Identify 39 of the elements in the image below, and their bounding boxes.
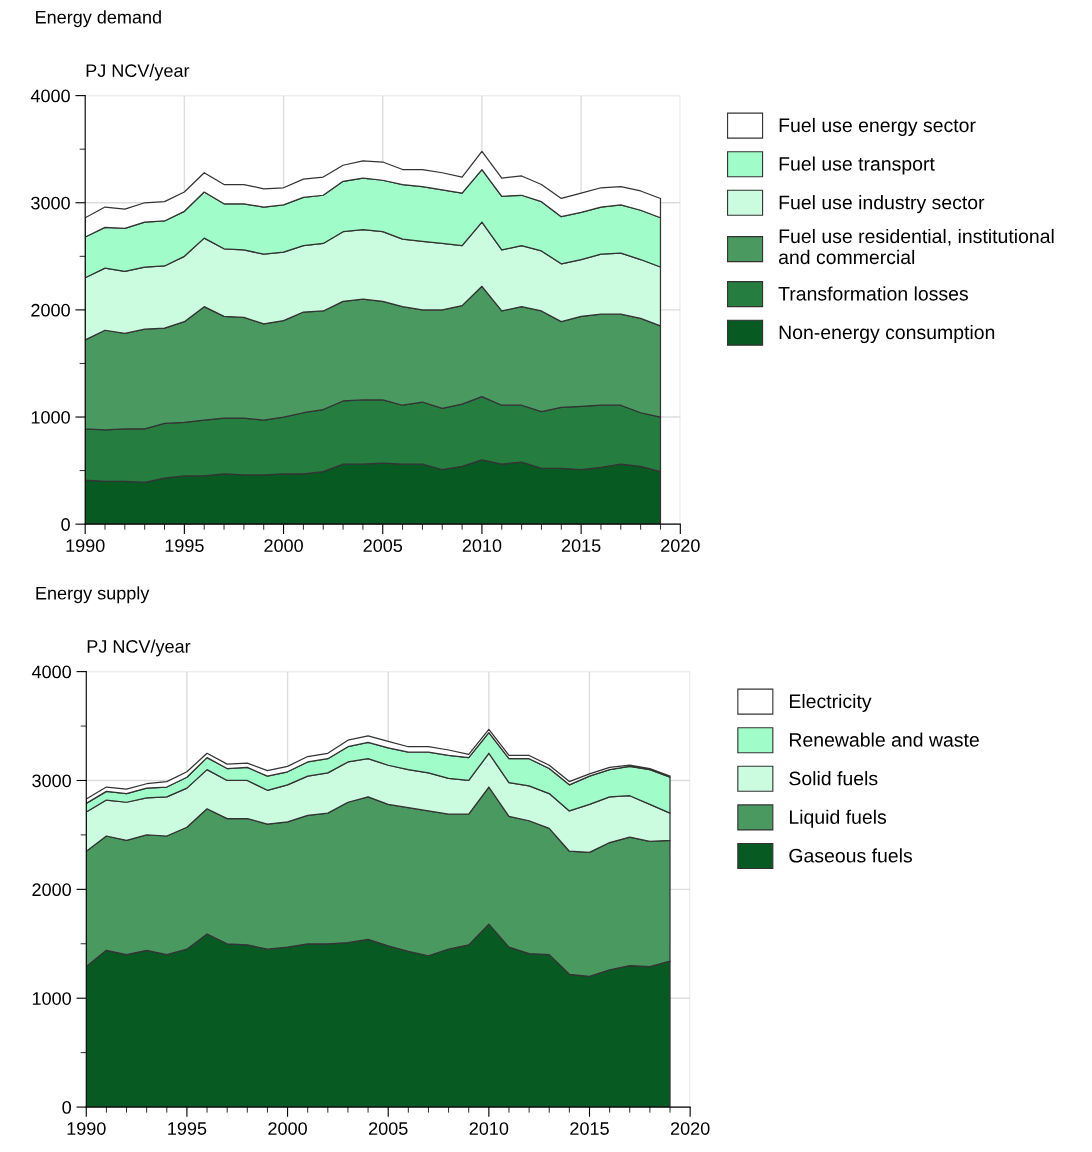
y-tick-label: 3000 bbox=[31, 196, 70, 210]
legend-label: Transformation losses bbox=[778, 286, 968, 301]
x-tick-label: 2015 bbox=[570, 1122, 609, 1135]
y-tick-label: 1000 bbox=[32, 992, 71, 1005]
y-tick-label: 0 bbox=[62, 1101, 71, 1114]
y-tick-label: 0 bbox=[61, 518, 70, 531]
legend-label: Fuel use residential, institutional and commercial bbox=[778, 228, 1054, 265]
y-tick-label: 4000 bbox=[31, 665, 71, 679]
y-tick-label: 1000 bbox=[31, 410, 70, 424]
y-tick-label: 3000 bbox=[32, 774, 71, 788]
chart-title: Energy supply bbox=[36, 586, 150, 604]
legend-label: Renewable and waste bbox=[789, 732, 979, 747]
x-tick-label: 2015 bbox=[561, 539, 601, 553]
x-tick-label: 2010 bbox=[462, 539, 502, 553]
legend-label: Fuel use transport bbox=[779, 156, 935, 175]
y-tick-label: 2000 bbox=[32, 883, 71, 897]
x-tick-label: 2010 bbox=[469, 1122, 509, 1135]
x-tick-label: 2020 bbox=[661, 539, 700, 553]
x-tick-label: 2000 bbox=[264, 539, 303, 553]
x-tick-label: 1990 bbox=[67, 1122, 106, 1135]
legend-label: Fuel use industry sector bbox=[779, 195, 985, 214]
legend-label: Solid fuels bbox=[789, 771, 878, 786]
y-tick-label: 4000 bbox=[30, 89, 70, 103]
y-axis-title: PJ NCV/year bbox=[87, 639, 191, 657]
legend-label: Liquid fuels bbox=[789, 809, 887, 828]
legend-label: Non-energy consumption bbox=[779, 324, 995, 344]
x-tick-label: 2005 bbox=[363, 539, 403, 553]
x-tick-label: 1990 bbox=[66, 539, 105, 553]
chart-title: Energy demand bbox=[36, 10, 161, 28]
x-tick-label: 1995 bbox=[168, 1122, 207, 1135]
y-axis-title: PJ NCV/year bbox=[86, 63, 190, 81]
x-tick-label: 2000 bbox=[268, 1122, 307, 1135]
legend-label: Electricity bbox=[789, 693, 872, 713]
x-tick-label: 2020 bbox=[670, 1122, 710, 1135]
legend-label: Gaseous fuels bbox=[789, 848, 912, 863]
y-tick-label: 2000 bbox=[31, 303, 70, 317]
legend-label: Fuel use energy sector bbox=[779, 117, 976, 137]
x-tick-label: 2005 bbox=[369, 1122, 408, 1135]
x-tick-label: 1995 bbox=[165, 539, 204, 553]
